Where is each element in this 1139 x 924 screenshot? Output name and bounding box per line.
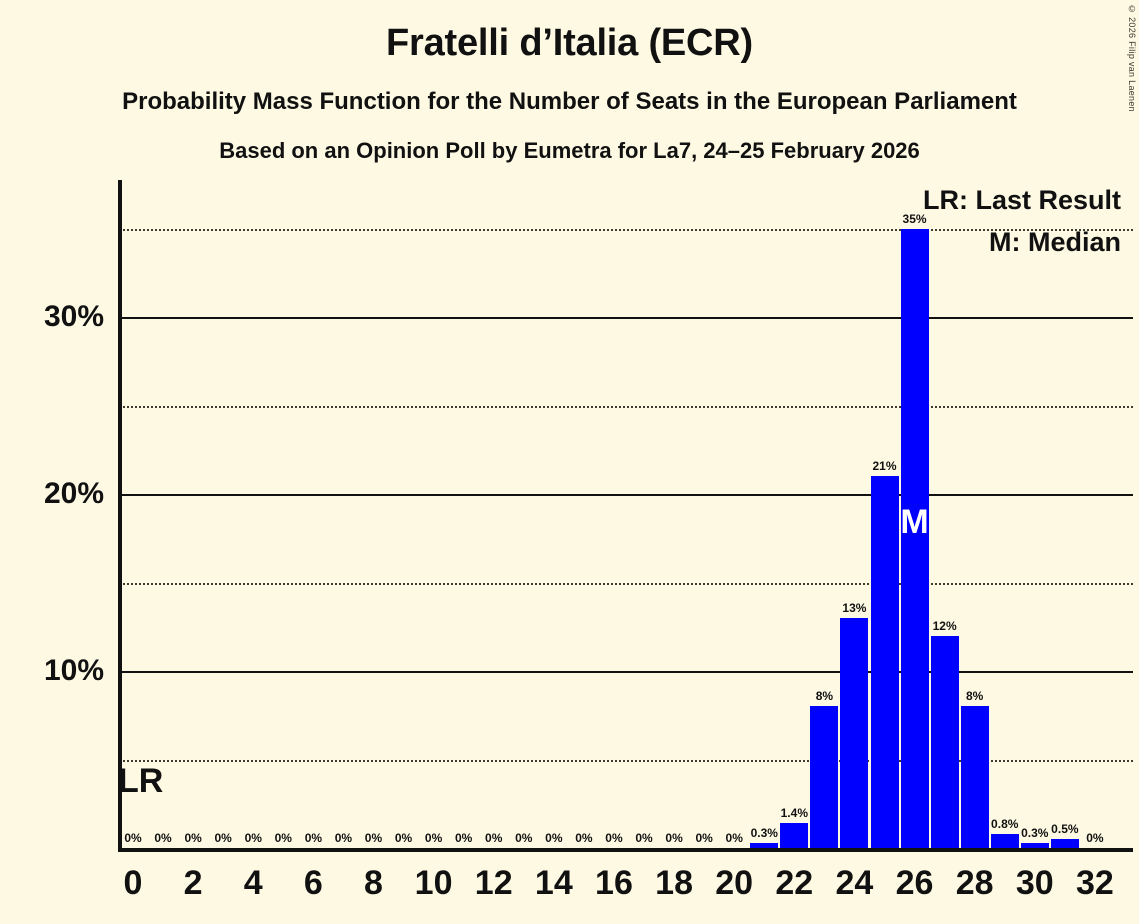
- bar-seat-27: [930, 635, 959, 848]
- bar-value-label-seat-11: 0%: [454, 831, 473, 845]
- x-tick-label-18: 18: [655, 864, 693, 902]
- bar-seat-23: [810, 706, 839, 848]
- bar-value-label-seat-24: 13%: [842, 600, 867, 615]
- x-tick-label-32: 32: [1075, 864, 1114, 902]
- x-tick-label-24: 24: [835, 864, 874, 902]
- x-tick-label-2: 2: [183, 864, 203, 902]
- bar-value-label-seat-23: 8%: [815, 689, 834, 704]
- x-tick-label-28: 28: [955, 864, 994, 902]
- legend-last-result: LR: Last Result: [922, 185, 1121, 215]
- bar-seat-21: [750, 842, 779, 848]
- bar-seat-29: [990, 833, 1019, 848]
- bar-seat-30: [1020, 842, 1049, 848]
- x-tick-label-0: 0: [123, 864, 143, 902]
- bar-value-label-seat-19: 0%: [695, 831, 713, 845]
- x-tick-label-6: 6: [303, 864, 323, 902]
- y-tick-label-20%: 20%: [43, 477, 104, 510]
- bar-value-label-seat-10: 0%: [424, 831, 443, 845]
- bar-value-label-seat-6: 0%: [304, 831, 323, 845]
- chart-source-line: Based on an Opinion Poll by Eumetra for …: [219, 138, 920, 163]
- bar-value-label-seat-9: 0%: [394, 831, 413, 845]
- bar-value-label-seat-31: 0.5%: [1051, 822, 1079, 837]
- bar-seat-28: [960, 706, 989, 848]
- bar-value-label-seat-0: 0%: [124, 831, 142, 845]
- bar-value-label-seat-1: 0%: [154, 831, 172, 845]
- y-axis-line: [118, 180, 122, 852]
- chart-subtitle: Probability Mass Function for the Number…: [122, 88, 1017, 115]
- x-tick-label-14: 14: [534, 864, 573, 902]
- bar-seat-24: [840, 617, 869, 848]
- x-axis-tick-labels: 0 2 4 6 8 10 12 14 16 18 20 22 24 26 28 30 32: [0, 864, 1139, 924]
- bar-seat-26: [900, 228, 929, 848]
- bar-value-label-seat-3: 0%: [214, 831, 232, 845]
- bar-value-label-seat-14: 0%: [545, 831, 563, 845]
- x-tick-label-8: 8: [364, 864, 383, 902]
- bar-value-label-seat-13: 0%: [515, 831, 533, 845]
- gridline-5pct: [118, 759, 1133, 762]
- gridline-30pct: [118, 317, 1133, 319]
- bar-value-label-seat-18: 0%: [665, 831, 683, 845]
- bar-value-label-seat-15: 0%: [575, 831, 593, 845]
- y-tick-label-30%: 30%: [43, 300, 104, 333]
- bar-value-label-seat-27: 12%: [932, 618, 957, 633]
- gridline-35pct: [118, 228, 1133, 231]
- bar-value-label-seat-25: 21%: [872, 459, 897, 474]
- x-tick-label-30: 30: [1015, 864, 1054, 902]
- gridline-20pct: [118, 494, 1133, 496]
- x-axis-line: [118, 848, 1133, 852]
- x-tick-label-10: 10: [414, 864, 453, 902]
- gridline-15pct: [118, 582, 1133, 585]
- bar-seat-25: [870, 476, 899, 848]
- bar-value-label-seat-8: 0%: [364, 831, 383, 845]
- y-axis-tick-labels: 10% 20% 30%: [0, 180, 118, 852]
- bar-seat-22: [780, 823, 809, 848]
- bar-value-label-seat-7: 0%: [334, 831, 353, 845]
- x-tick-label-16: 16: [595, 864, 633, 902]
- bar-value-label-seat-22: 1.4%: [780, 806, 808, 821]
- y-tick-label-10%: 10%: [43, 654, 104, 687]
- bar-seat-31: [1050, 839, 1079, 848]
- bar-value-label-seat-4: 0%: [244, 831, 262, 845]
- copyright-notice: © 2026 Filip van Laenen: [1127, 4, 1137, 112]
- x-tick-label-26: 26: [895, 864, 934, 902]
- x-tick-label-4: 4: [243, 864, 263, 902]
- plot-area: 0% 0% 0% 0% 0% 0% 0% 0% 0% 0% 0% 0% 0% 0% 0% 0% 0% 0% 0% 0%…: [118, 180, 1133, 852]
- legend-median: M: Median: [989, 227, 1121, 257]
- bar-value-label-seat-16: 0%: [605, 831, 623, 845]
- bar-value-label-seat-28: 8%: [966, 689, 984, 704]
- x-tick-label-22: 22: [775, 864, 814, 902]
- bar-value-label-seat-5: 0%: [274, 831, 292, 845]
- bar-value-label-seat-17: 0%: [635, 831, 653, 845]
- gridline-25pct: [118, 405, 1133, 408]
- x-tick-label-12: 12: [474, 864, 513, 902]
- bar-value-label-seat-32: 0%: [1086, 831, 1104, 845]
- median-marker: M: [900, 502, 929, 541]
- page-title: Fratelli d’Italia (ECR): [385, 22, 753, 64]
- bar-value-label-seat-30: 0.3%: [1021, 825, 1049, 840]
- bar-value-label-seat-26: 35%: [902, 211, 927, 226]
- bar-value-label-seat-2: 0%: [184, 831, 202, 845]
- gridline-10pct: [118, 671, 1133, 673]
- bar-value-label-seat-21: 0.3%: [750, 825, 778, 840]
- last-result-marker: LR: [118, 761, 164, 800]
- bar-value-label-seat-12: 0%: [485, 831, 503, 845]
- bar-value-label-seat-20: 0%: [725, 831, 743, 845]
- bar-value-label-seat-29: 0.8%: [991, 816, 1019, 831]
- x-tick-label-20: 20: [715, 864, 754, 902]
